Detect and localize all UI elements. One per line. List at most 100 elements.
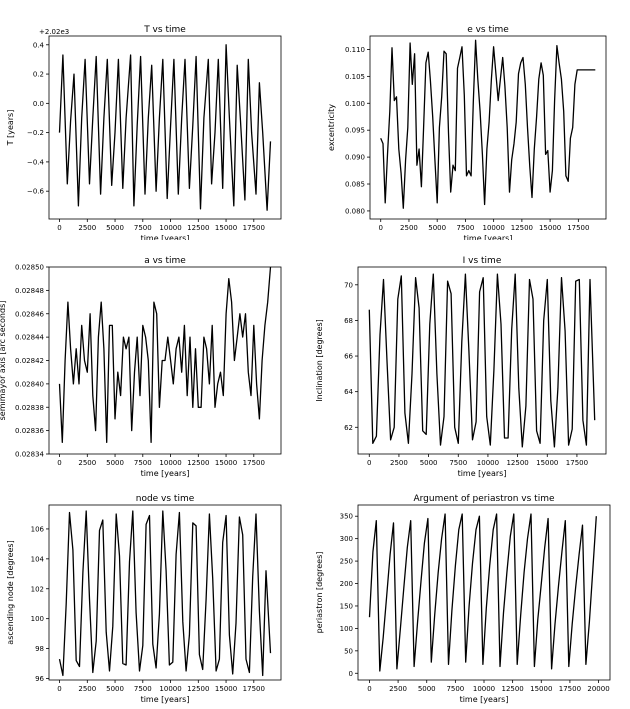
y-axis-label: T [years] — [6, 110, 15, 147]
y-tick-label: 102 — [31, 585, 44, 593]
chart-e-vs-time: e vs time 0 2500 5000 7500 10000 12500 15000 175… — [310, 10, 620, 243]
x-axis-label: time [years] — [464, 234, 513, 240]
x-axis-label: time [years] — [460, 695, 509, 704]
y-tick-label: 0.100 — [345, 100, 365, 108]
chart-title: T vs time — [143, 25, 186, 35]
x-tick-label: 5000 — [418, 685, 436, 693]
x-tick-label: 2500 — [389, 685, 407, 693]
x-tick-label: 5000 — [420, 459, 438, 467]
x-tick-label: 5000 — [106, 224, 124, 232]
x-tick-label: 17500 — [566, 459, 588, 467]
chart-title: I vs time — [463, 256, 502, 266]
x-tick-label: 2500 — [78, 224, 96, 232]
y-tick-label: 98 — [35, 645, 44, 653]
y-tick-label: 0.02840 — [15, 380, 44, 388]
y-tick-label: 0.110 — [345, 46, 365, 54]
x-tick-label: 7500 — [134, 224, 152, 232]
x-tick-label: 17500 — [559, 685, 581, 693]
x-tick-label: 17500 — [243, 459, 265, 467]
x-tick-label: 15000 — [215, 685, 237, 693]
y-tick-label: 200 — [340, 580, 353, 588]
x-tick-label: 17500 — [243, 224, 265, 232]
x-tick-label: 0 — [57, 459, 61, 467]
y-tick-label: 0.02844 — [15, 334, 44, 342]
y-tick-label: 68 — [344, 317, 353, 325]
x-tick-label: 7500 — [446, 685, 464, 693]
y-tick-label: 0.4 — [33, 41, 45, 49]
y-tick-label: 0.085 — [345, 181, 365, 189]
y-tick-label: −0.6 — [27, 188, 45, 196]
x-tick-label: 12500 — [506, 459, 528, 467]
y-tick-label: 66 — [344, 353, 353, 361]
x-tick-label: 12500 — [187, 459, 209, 467]
y-tick-label: 62 — [344, 424, 353, 432]
series-line — [58, 44, 272, 211]
x-tick-label: 10000 — [477, 459, 499, 467]
x-tick-label: 12500 — [187, 685, 209, 693]
x-tick-label: 0 — [367, 685, 371, 693]
axes-frame — [48, 504, 282, 681]
x-tick-label: 2500 — [400, 224, 418, 232]
y-axis-label: periastron [degrees] — [315, 552, 324, 634]
axes-frame — [48, 35, 282, 220]
x-tick-label: 2500 — [78, 459, 96, 467]
x-tick-label: 5000 — [428, 224, 446, 232]
x-tick-label: 12500 — [187, 224, 209, 232]
x-tick-label: 7500 — [457, 224, 475, 232]
chart-periastron-vs-time: Argument of periastron vs time 0 2500 5000 7… — [310, 490, 620, 705]
chart-svg: node vs time 0 2500 5000 7500 10000 12500 15000… — [6, 494, 282, 704]
x-tick-label: 15000 — [215, 224, 237, 232]
x-axis-label: time [years] — [141, 695, 190, 704]
x-tick-label: 2500 — [78, 685, 96, 693]
y-tick-label: 0.0 — [33, 100, 44, 108]
y-tick-label: −0.4 — [27, 158, 45, 166]
y-tick-label: 0.090 — [345, 154, 365, 162]
x-tick-label: 0 — [57, 685, 61, 693]
chart-title: a vs time — [144, 256, 186, 266]
chart-a-vs-time: a vs time 0 2500 5000 7500 10000 12500 15000 175… — [0, 250, 295, 480]
y-tick-label: 250 — [340, 558, 353, 566]
x-tick-label: 12500 — [501, 685, 523, 693]
offset-label: +2.02e3 — [39, 28, 69, 36]
y-tick-label: 100 — [31, 615, 44, 623]
x-tick-label: 20000 — [587, 685, 609, 693]
x-axis-label: time [years] — [141, 234, 190, 240]
x-tick-label: 0 — [367, 459, 371, 467]
x-tick-label: 15000 — [539, 224, 561, 232]
chart-node-vs-time: node vs time 0 2500 5000 7500 10000 12500 15000… — [0, 490, 295, 705]
x-tick-label: 0 — [378, 224, 382, 232]
x-tick-label: 15000 — [530, 685, 552, 693]
y-tick-label: 0.080 — [345, 207, 365, 215]
y-tick-label: 0.02842 — [15, 357, 44, 365]
chart-title: e vs time — [467, 25, 509, 35]
x-tick-label: 0 — [57, 224, 61, 232]
series-line — [368, 273, 596, 448]
chart-svg: Argument of periastron vs time 0 2500 5000 7… — [315, 494, 611, 704]
y-tick-label: 0.02838 — [15, 404, 44, 412]
x-tick-label: 7500 — [134, 685, 152, 693]
chart-svg: I vs time 0 2500 5000 7500 10000 12500 15000 175… — [315, 256, 607, 478]
series-line — [58, 510, 272, 677]
x-tick-label: 10000 — [159, 459, 181, 467]
x-tick-label: 12500 — [511, 224, 533, 232]
y-axis-label: semimayor axis [arc seconds] — [0, 301, 7, 421]
x-tick-label: 10000 — [483, 224, 505, 232]
y-tick-label: 0.095 — [345, 127, 365, 135]
y-tick-label: 0.02836 — [15, 427, 44, 435]
axes-frame — [357, 266, 607, 455]
x-tick-label: 10000 — [473, 685, 495, 693]
x-tick-label: 7500 — [449, 459, 467, 467]
chart-title: Argument of periastron vs time — [413, 494, 554, 504]
chart-i-vs-time: I vs time 0 2500 5000 7500 10000 12500 15000 175… — [310, 250, 620, 480]
x-tick-label: 10000 — [159, 685, 181, 693]
y-axis-label: excentricity — [327, 104, 336, 151]
y-tick-label: 106 — [31, 525, 45, 533]
x-tick-label: 5000 — [106, 459, 124, 467]
y-tick-label: 100 — [340, 625, 353, 633]
chart-svg: T vs time +2.02e3 0 2500 5000 7500 10000 12500 1… — [6, 25, 282, 243]
y-tick-label: 96 — [35, 675, 44, 683]
series-line — [380, 39, 596, 209]
x-tick-label: 5000 — [106, 685, 124, 693]
y-axis-label: ascending node [degrees] — [6, 540, 15, 644]
x-tick-label: 17500 — [243, 685, 265, 693]
